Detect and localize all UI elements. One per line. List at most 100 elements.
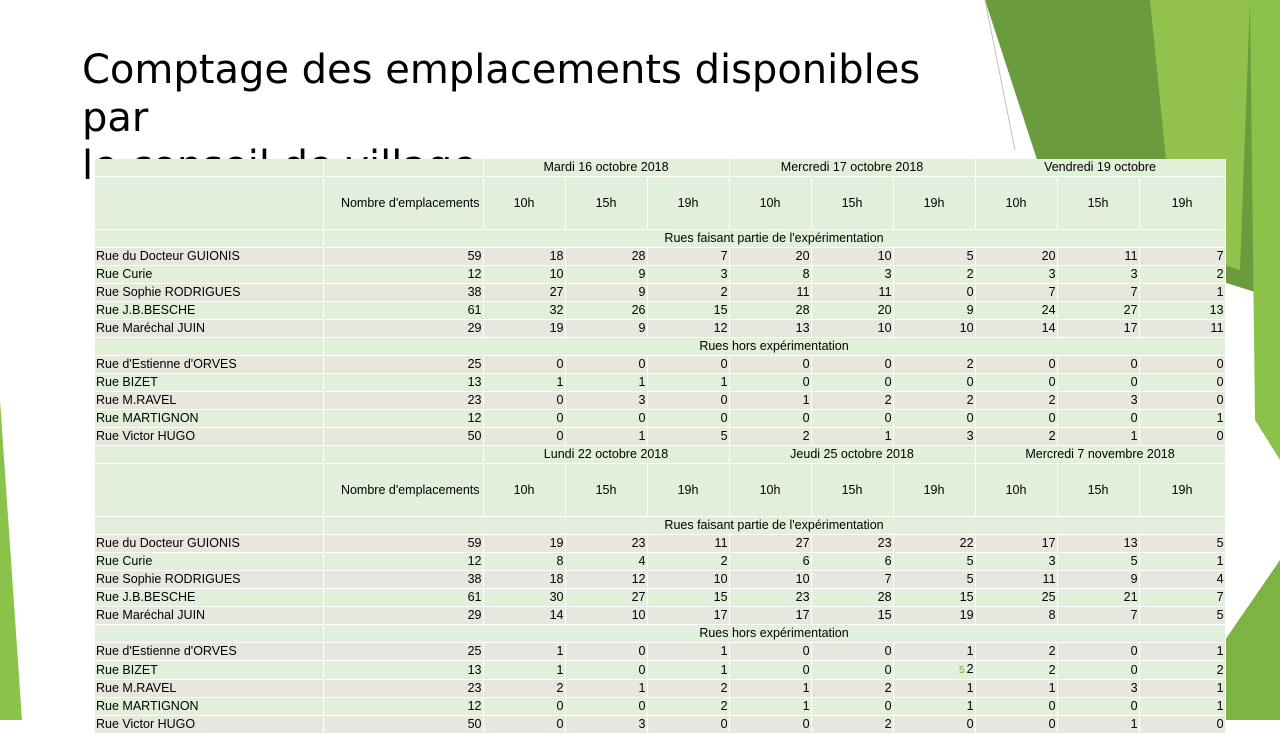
count-cell: 20: [729, 247, 812, 266]
count-cell: 10: [811, 247, 894, 266]
count-cell: 0: [565, 355, 648, 374]
table-row: Rue BIZET 13 1 1 1 0 0 0 0 0 0: [95, 373, 1226, 392]
spots-count: 12: [323, 697, 484, 716]
count-cell: 1: [483, 373, 566, 392]
count-cell: 0: [893, 409, 976, 428]
count-cell: 10: [483, 265, 566, 284]
section-row: Rues faisant partie de l'expérimentation: [95, 516, 1226, 535]
count-cell: 0: [647, 391, 730, 410]
count-cell: 7: [1057, 283, 1140, 302]
count-cell: 25: [975, 588, 1058, 607]
spots-count: 25: [323, 355, 484, 374]
count-cell: 4: [565, 552, 648, 571]
spots-count: 29: [323, 319, 484, 338]
date-header: Vendredi 19 octobre: [975, 159, 1226, 177]
time-header: 10h: [483, 176, 566, 230]
count-cell: 9: [565, 319, 648, 338]
street-name: Rue Sophie RODRIGUES: [95, 570, 324, 589]
count-cell: 0: [729, 373, 812, 392]
count-cell: 0: [975, 355, 1058, 374]
count-cell: 0: [729, 355, 812, 374]
count-cell: 30: [483, 588, 566, 607]
date-header: Mercredi 17 octobre 2018: [729, 159, 976, 177]
count-cell: 0: [1139, 427, 1226, 446]
table-row: Rue M.RAVEL 23 2 1 2 1 2 1 1 3 1: [95, 679, 1226, 698]
count-cell: 3: [1057, 391, 1140, 410]
count-cell: 0: [565, 697, 648, 716]
spots-count: 38: [323, 570, 484, 589]
count-cell: 1: [729, 391, 812, 410]
spots-header: Nombre d'emplacements: [323, 463, 484, 517]
count-cell: 10: [565, 606, 648, 625]
time-header-row: Nombre d'emplacements 10h 15h 19h 10h 15h 19h 1…: [95, 176, 1226, 230]
count-cell: 28: [565, 247, 648, 266]
count-cell: 17: [1057, 319, 1140, 338]
count-cell: 1: [811, 427, 894, 446]
section-label: Rues faisant partie de l'expérimentation: [323, 229, 1226, 248]
table-row: Rue Sophie RODRIGUES 38 27 9 2 11 11 0 7 7 1: [95, 283, 1226, 302]
count-cell: 2: [975, 660, 1058, 680]
street-name: Rue d'Estienne d'ORVES: [95, 642, 324, 661]
count-cell: 2: [975, 642, 1058, 661]
spots-header: Nombre d'emplacements: [323, 176, 484, 230]
count-cell: 1: [1139, 283, 1226, 302]
table-row: Rue Victor HUGO 50 0 1 5 2 1 3 2 1 0: [95, 427, 1226, 446]
street-name: Rue Victor HUGO: [95, 715, 324, 734]
count-cell: 3: [647, 265, 730, 284]
date-header: Mardi 16 octobre 2018: [483, 159, 730, 177]
time-header: 19h: [647, 463, 730, 517]
street-name: Rue MARTIGNON: [95, 409, 324, 428]
count-cell: 0: [647, 409, 730, 428]
count-cell: 5: [1057, 552, 1140, 571]
count-cell: 1: [1139, 697, 1226, 716]
count-cell: 17: [647, 606, 730, 625]
cell-note: 5: [959, 665, 965, 676]
count-cell: 11: [1139, 319, 1226, 338]
count-cell: 5: [1139, 534, 1226, 553]
count-cell: 8: [975, 606, 1058, 625]
table-row: Rue Maréchal JUIN 29 19 9 12 13 10 10 14 17 11: [95, 319, 1226, 338]
count-cell: 14: [975, 319, 1058, 338]
date-header: Mercredi 7 novembre 2018: [975, 445, 1226, 464]
count-cell: 5: [647, 427, 730, 446]
count-cell: 9: [565, 265, 648, 284]
count-cell: 1: [647, 373, 730, 392]
table-row: Rue MARTIGNON 12 0 0 0 0 0 0 0 0 1: [95, 409, 1226, 428]
count-cell: 11: [647, 534, 730, 553]
count-cell: 1: [729, 697, 812, 716]
count-cell: 9: [1057, 570, 1140, 589]
count-cell: 0: [729, 642, 812, 661]
count-cell: 27: [1057, 301, 1140, 320]
count-cell: 3: [1057, 679, 1140, 698]
count-cell: 0: [811, 355, 894, 374]
spots-count: 12: [323, 409, 484, 428]
count-cell: 1: [893, 679, 976, 698]
count-cell: 10: [811, 319, 894, 338]
table-row: Rue Curie 12 8 4 2 6 6 5 3 5 1: [95, 552, 1226, 571]
count-cell: 0: [975, 697, 1058, 716]
count-cell: 1: [483, 660, 566, 680]
count-cell: 1: [647, 660, 730, 680]
table-row: Rue Maréchal JUIN 29 14 10 17 17 15 19 8 7 5: [95, 606, 1226, 625]
count-cell: 1: [1139, 552, 1226, 571]
street-name: Rue BIZET: [95, 660, 324, 680]
count-cell: 0: [1057, 373, 1140, 392]
time-header: 15h: [1057, 463, 1140, 517]
title-line-1: Comptage des emplacements disponibles pa…: [82, 47, 921, 141]
count-cell: 0: [811, 642, 894, 661]
count-cell: 0: [565, 642, 648, 661]
date-header-row: Lundi 22 octobre 2018 Jeudi 25 octobre 20…: [95, 445, 1226, 464]
count-cell: 13: [729, 319, 812, 338]
count-cell: 20: [811, 301, 894, 320]
count-cell: 2: [729, 427, 812, 446]
count-cell: 19: [893, 606, 976, 625]
count-cell: 3: [975, 552, 1058, 571]
count-cell: 0: [811, 373, 894, 392]
count-cell: 13: [1057, 534, 1140, 553]
count-cell: 0: [975, 715, 1058, 734]
time-header: 19h: [1139, 176, 1226, 230]
count-cell: 2: [483, 679, 566, 698]
time-header: 19h: [893, 463, 976, 517]
count-cell: 1: [1057, 715, 1140, 734]
